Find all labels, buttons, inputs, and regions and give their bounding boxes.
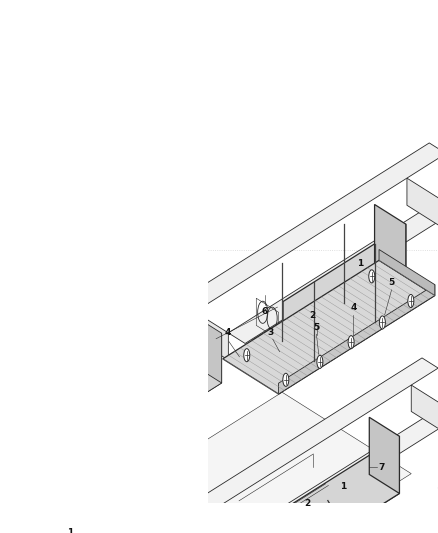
Polygon shape	[222, 260, 434, 394]
Circle shape	[347, 336, 353, 349]
Polygon shape	[156, 370, 221, 411]
Polygon shape	[280, 437, 399, 533]
Text: 2: 2	[308, 311, 314, 320]
Polygon shape	[406, 178, 438, 227]
Polygon shape	[251, 474, 399, 533]
Circle shape	[282, 373, 288, 386]
Polygon shape	[374, 205, 405, 283]
Circle shape	[368, 270, 374, 283]
Text: 2: 2	[304, 498, 310, 507]
Text: 5: 5	[313, 322, 319, 332]
Circle shape	[407, 294, 413, 308]
Circle shape	[243, 349, 249, 362]
Polygon shape	[228, 175, 438, 343]
Text: 3: 3	[267, 328, 273, 337]
Polygon shape	[368, 417, 399, 494]
Polygon shape	[99, 358, 437, 533]
Circle shape	[316, 356, 322, 368]
Polygon shape	[202, 529, 221, 533]
Text: 6: 6	[261, 308, 268, 316]
Text: 1: 1	[356, 259, 362, 268]
Polygon shape	[378, 249, 434, 295]
Polygon shape	[251, 263, 405, 360]
Polygon shape	[177, 333, 221, 411]
Text: 7: 7	[377, 463, 384, 472]
Text: 1: 1	[339, 482, 346, 491]
Text: 1: 1	[67, 528, 73, 533]
Text: 4: 4	[350, 303, 356, 312]
Polygon shape	[201, 320, 221, 383]
Polygon shape	[194, 312, 228, 360]
Polygon shape	[410, 385, 438, 432]
Polygon shape	[178, 143, 438, 312]
Text: 4: 4	[224, 328, 230, 337]
Text: 5: 5	[388, 278, 394, 287]
Circle shape	[378, 316, 385, 329]
Polygon shape	[278, 285, 434, 394]
Polygon shape	[437, 467, 438, 498]
Polygon shape	[67, 392, 410, 533]
Polygon shape	[266, 526, 318, 533]
Polygon shape	[147, 389, 438, 533]
Polygon shape	[283, 224, 405, 360]
